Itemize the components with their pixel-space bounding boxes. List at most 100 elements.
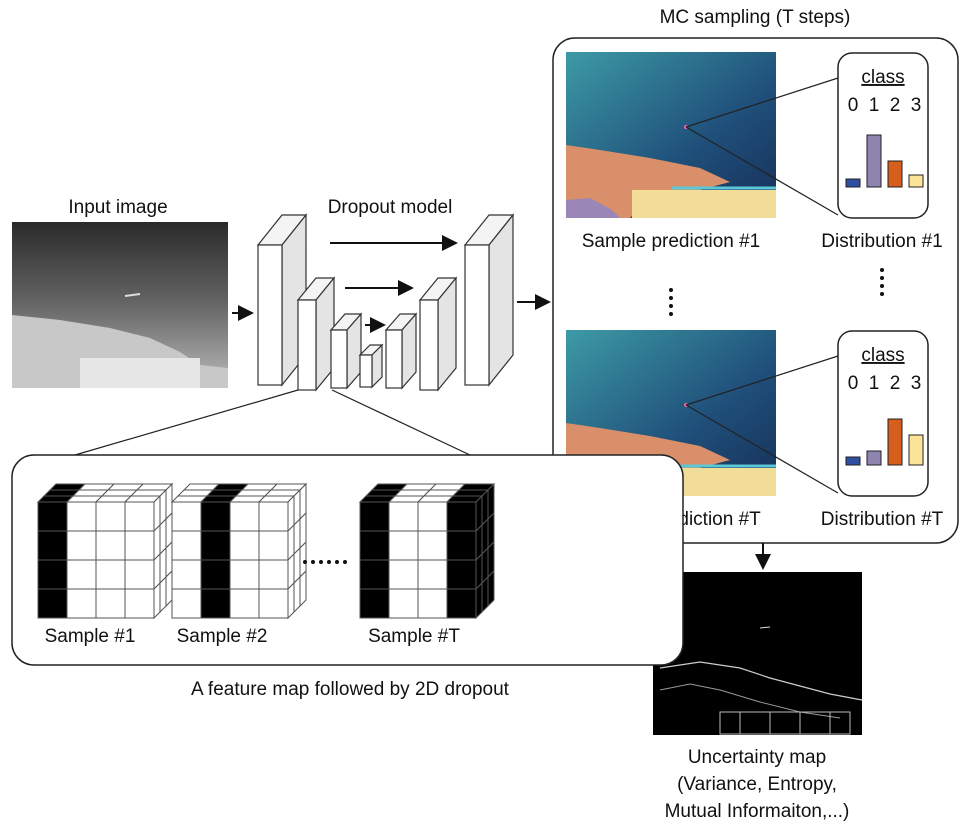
cube [38, 484, 172, 618]
cube-side [488, 571, 494, 606]
panel-title: MC sampling (T steps) [660, 7, 851, 28]
cube-cell [125, 589, 154, 618]
class-label: 2 [890, 95, 901, 116]
block-front [360, 355, 372, 387]
cube-cell [38, 502, 67, 531]
cube-cell [259, 560, 288, 589]
cube-cell [259, 589, 288, 618]
cube-cell [125, 502, 154, 531]
cube-cell [389, 589, 418, 618]
cube-cell [96, 560, 125, 589]
class-header: class [861, 67, 904, 88]
region-building [632, 190, 776, 218]
cube-cell [360, 531, 389, 560]
cube-cell [67, 560, 96, 589]
cube-cell [38, 589, 67, 618]
block-front [258, 245, 282, 385]
model-label: Dropout model [328, 197, 453, 218]
cube-cell [38, 560, 67, 589]
sample-label: Sample #T [368, 626, 460, 647]
cube-side [482, 577, 488, 612]
cube-cell [96, 502, 125, 531]
cube-cell [172, 560, 201, 589]
class-label: 0 [848, 373, 859, 394]
unet [258, 215, 513, 390]
cube [360, 484, 494, 618]
cubes [38, 484, 494, 618]
cube-cell [230, 502, 259, 531]
cube-side [294, 577, 300, 612]
cube-cell [172, 531, 201, 560]
distribution-label: Distribution #T [821, 509, 944, 530]
block-side [489, 215, 513, 385]
cube-side [166, 571, 172, 606]
cube-cell [201, 531, 230, 560]
cube-cell [230, 589, 259, 618]
cube-side [288, 583, 294, 618]
cube-cell [389, 531, 418, 560]
input-image [12, 222, 228, 388]
cube-cell [360, 589, 389, 618]
output-label: (Variance, Entropy, [677, 774, 837, 795]
block-front [420, 300, 438, 390]
distribution-label: Distribution #1 [821, 231, 942, 252]
block-front [386, 330, 402, 388]
cube-cell [67, 531, 96, 560]
cube-cell [38, 531, 67, 560]
class-label: 3 [911, 95, 922, 116]
output-label: Uncertainty map [688, 747, 826, 768]
dist-bar [909, 435, 923, 465]
dist-bar [867, 451, 881, 465]
block-front [331, 330, 347, 388]
class-header: class [861, 345, 904, 366]
dist-bar [888, 419, 902, 465]
cube-cell [96, 589, 125, 618]
output-label: Mutual Informaiton,...) [665, 801, 850, 822]
cube-cell [259, 531, 288, 560]
cube-cell [201, 560, 230, 589]
uncertainty-image [653, 572, 862, 735]
cube-side [154, 583, 160, 618]
sample-label: Sample #2 [177, 626, 268, 647]
input-label: Input image [68, 197, 167, 218]
zoom-line [75, 390, 298, 455]
cube-side [300, 571, 306, 606]
class-label: 3 [911, 373, 922, 394]
dist-bar [846, 457, 860, 465]
cube-side [476, 583, 482, 618]
class-label: 0 [848, 95, 859, 116]
dist-bar [867, 135, 881, 187]
cube-cell [389, 502, 418, 531]
block-front [298, 300, 316, 390]
dist-bar [888, 161, 902, 187]
cube-cell [360, 560, 389, 589]
diagram: Input image Dropout model MC sampling (T… [0, 0, 962, 831]
cube-cell [389, 560, 418, 589]
cube [172, 484, 306, 618]
cube-cell [418, 502, 447, 531]
cube-cell [418, 589, 447, 618]
cube-cell [67, 589, 96, 618]
dist-bar [846, 179, 860, 187]
sample-label: Sample #1 [45, 626, 136, 647]
feature-caption: A feature map followed by 2D dropout [191, 679, 510, 700]
cube-cell [96, 531, 125, 560]
cube-cell [447, 531, 476, 560]
class-label: 1 [869, 95, 880, 116]
cube-cell [230, 531, 259, 560]
cube-cell [172, 589, 201, 618]
class-label: 2 [890, 373, 901, 394]
cube-cell [67, 502, 96, 531]
cube-cell [201, 502, 230, 531]
cube-cell [418, 531, 447, 560]
cube-cell [447, 502, 476, 531]
cube-cell [447, 560, 476, 589]
cube-cell [125, 560, 154, 589]
cube-cell [418, 560, 447, 589]
cube-cell [259, 502, 288, 531]
cube-side [160, 577, 166, 612]
cube-cell [172, 502, 201, 531]
zoom-line [332, 390, 470, 455]
prediction-label: Sample prediction #1 [582, 231, 761, 252]
